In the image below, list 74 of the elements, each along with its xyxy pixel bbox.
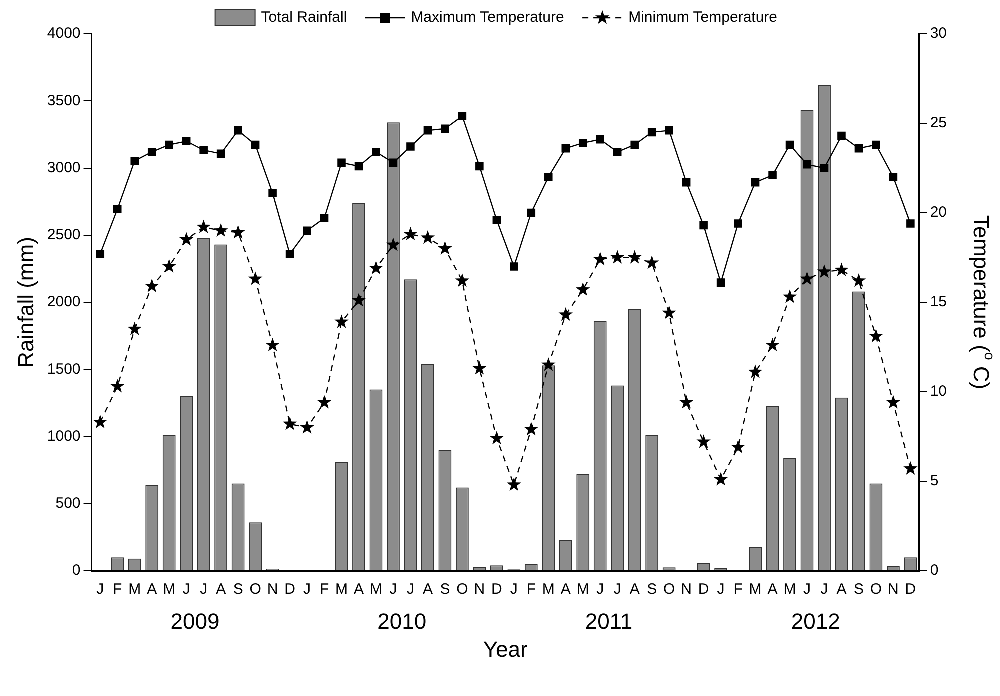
x-tick-label: F	[734, 581, 743, 598]
x-tick-label: D	[698, 581, 710, 598]
x-tick-label: J	[406, 581, 414, 598]
y2-tick-label: 20	[930, 204, 948, 222]
x-tick-label: A	[422, 581, 433, 598]
x-tick-label: O	[663, 581, 676, 598]
x-tick-label: N	[681, 581, 692, 598]
y2-tick-label: 25	[930, 114, 948, 132]
x-tick-label: J	[820, 581, 828, 598]
x-tick-label: N	[888, 581, 899, 598]
y-tick-label: 1500	[47, 360, 81, 378]
x-tick-label: J	[390, 581, 398, 598]
y-tick-label: 3500	[47, 92, 81, 110]
x-tick-label: A	[216, 581, 226, 598]
x-tick-label: S	[647, 581, 658, 598]
y-tick-label: 0	[72, 562, 81, 580]
x-tick-label: M	[370, 581, 382, 598]
x-tick-label: A	[147, 581, 158, 598]
text: 2011	[585, 609, 633, 634]
x-tick-label: M	[128, 581, 142, 598]
text: 2010	[378, 609, 427, 634]
x-tick-label: M	[542, 581, 555, 598]
y2-tick-label: 30	[930, 25, 948, 42]
x-tick-label: D	[492, 581, 502, 598]
x-tick-label: A	[630, 581, 640, 598]
x-tick-label: N	[474, 581, 486, 598]
x-axis-title: Year	[483, 637, 528, 662]
x-tick-label: M	[576, 581, 590, 598]
x-tick-label: J	[614, 581, 622, 598]
x-tick-label: J	[804, 581, 811, 598]
x-tick-label: M	[784, 581, 796, 598]
y-tick-label: 4000	[47, 25, 81, 42]
x-tick-label: O	[250, 581, 262, 598]
y2-axis-title: Temperature (o C)	[968, 215, 997, 390]
x-tick-label: O	[456, 581, 468, 598]
y-tick-label: 3000	[47, 159, 81, 176]
y-tick-label: 2000	[47, 294, 81, 311]
y-axis-title: Rainfall (mm)	[13, 237, 38, 368]
x-tick-label: A	[768, 581, 778, 598]
x-tick-label: J	[510, 581, 518, 598]
text: 2009	[170, 609, 220, 634]
x-tick-label: M	[163, 581, 176, 598]
y2-tick-label: 10	[930, 383, 948, 400]
x-tick-label: J	[200, 581, 208, 598]
y2-tick-label: 5	[930, 472, 939, 490]
x-tick-label: J	[596, 581, 604, 598]
x-tick-label: A	[560, 581, 571, 598]
x-tick-label: D	[284, 581, 296, 598]
y2-tick-label: 0	[930, 562, 939, 580]
x-tick-label: S	[854, 581, 864, 598]
x-tick-label: J	[182, 581, 190, 598]
x-tick-label: A	[354, 581, 364, 598]
x-tick-label: M	[749, 581, 762, 598]
legend-label: Maximum Temperature	[411, 9, 564, 26]
x-tick-label: F	[113, 581, 122, 598]
y-tick-label: 500	[56, 495, 81, 512]
x-tick-label: J	[96, 581, 104, 598]
x-tick-label: J	[717, 581, 725, 598]
legend-label: Total Rainfall	[261, 9, 348, 26]
x-tick-label: O	[870, 581, 882, 598]
y-tick-label: 1000	[47, 428, 81, 445]
x-tick-label: N	[267, 581, 278, 598]
x-tick-label: A	[836, 581, 847, 598]
x-tick-label: J	[304, 581, 312, 598]
x-tick-label: M	[336, 581, 348, 598]
x-tick-label: S	[233, 581, 244, 598]
x-tick-label: F	[320, 581, 330, 598]
x-tick-label: S	[440, 581, 450, 598]
y2-tick-label: 15	[930, 294, 948, 311]
x-tick-label: D	[905, 581, 916, 598]
text: 2012	[791, 609, 840, 634]
legend-label: Minimum Temperature	[628, 9, 778, 26]
y-tick-label: 2500	[47, 226, 81, 244]
x-tick-label: F	[526, 581, 536, 598]
